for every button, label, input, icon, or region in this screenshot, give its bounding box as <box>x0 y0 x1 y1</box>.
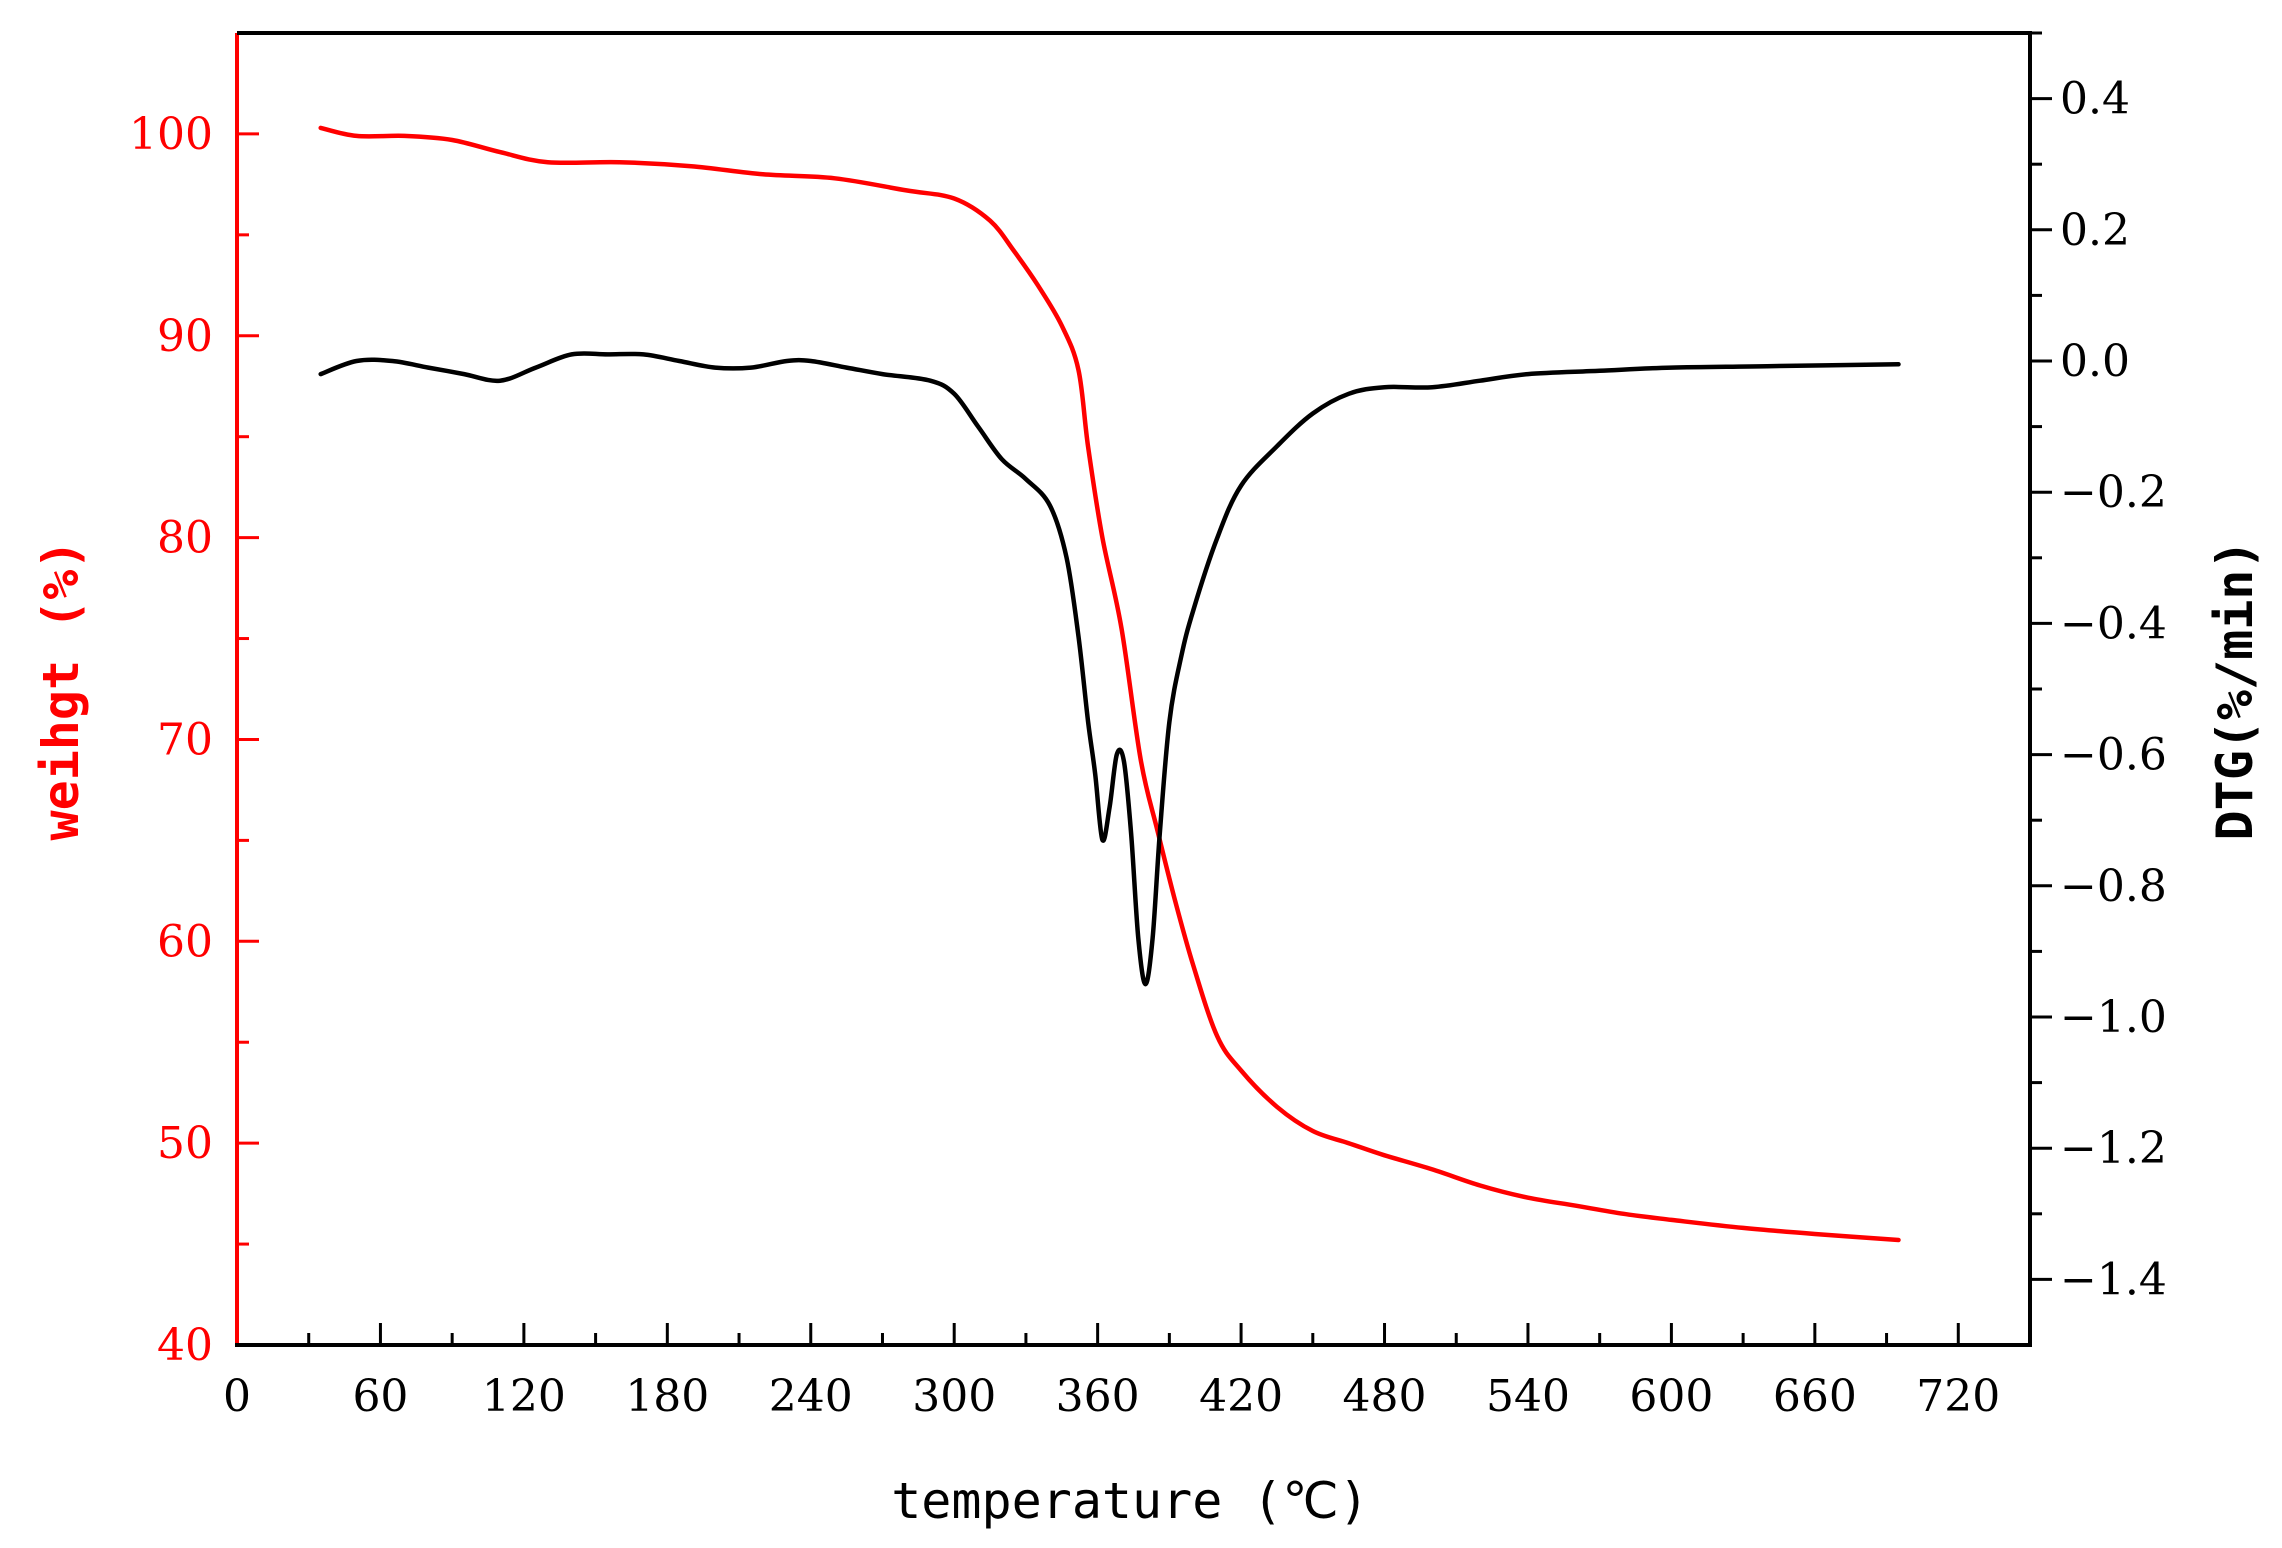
x-tick-label: 360 <box>1056 1371 1140 1422</box>
y-left-tick-label: 80 <box>157 513 213 564</box>
y-right-tick-label: 0.4 <box>2060 74 2130 125</box>
y-right-tick-label: −1.0 <box>2060 992 2167 1043</box>
y-right-tick-label: −1.4 <box>2060 1254 2167 1305</box>
series-line-dtg <box>318 351 1901 987</box>
y-right-tick-label: −0.2 <box>2060 467 2167 518</box>
y-left-tick-label: 100 <box>129 109 213 160</box>
y-right-tick-label: 0.2 <box>2060 205 2130 256</box>
x-axis-title: temperature (℃) <box>891 1472 1369 1530</box>
x-tick-label: 720 <box>1916 1371 2000 1422</box>
tick-labels: 0 60 120 180 240 300 360 420 480 540 600 660 720 40 50… <box>129 74 2167 1422</box>
x-tick-label: 480 <box>1343 1371 1427 1422</box>
series-layer <box>318 125 1901 1243</box>
x-tick-label: 540 <box>1486 1371 1570 1422</box>
x-tick-label: 120 <box>482 1371 566 1422</box>
x-tick-label: 420 <box>1199 1371 1283 1422</box>
y-right-tick-label: −0.8 <box>2060 861 2167 912</box>
y-right-tick-label: −1.2 <box>2060 1123 2167 1174</box>
x-tick-label: 180 <box>625 1371 709 1422</box>
x-tick-label: 660 <box>1773 1371 1857 1422</box>
y-right-tick-label: 0.0 <box>2060 336 2130 387</box>
y-left-tick-label: 40 <box>157 1320 213 1371</box>
x-tick-label: 60 <box>352 1371 408 1422</box>
x-tick-label: 300 <box>912 1371 996 1422</box>
y-left-axis-title: weihgt (%) <box>32 539 90 840</box>
x-tick-label: 0 <box>223 1371 251 1422</box>
y-right-tick-label: −0.4 <box>2060 598 2167 649</box>
y-left-tick-label: 90 <box>157 311 213 362</box>
y-left-tick-label: 60 <box>157 916 213 967</box>
x-tick-label: 240 <box>769 1371 853 1422</box>
y-right-tick-label: −0.6 <box>2060 730 2167 781</box>
plot-frame <box>235 31 2032 1347</box>
y-left-tick-label: 50 <box>157 1118 213 1169</box>
tick-marks <box>235 31 2052 1347</box>
y-right-axis-title: DTG(%/min) <box>2206 539 2264 840</box>
series-line-weight <box>318 125 1901 1243</box>
x-tick-label: 600 <box>1629 1371 1713 1422</box>
y-left-tick-label: 70 <box>157 714 213 765</box>
